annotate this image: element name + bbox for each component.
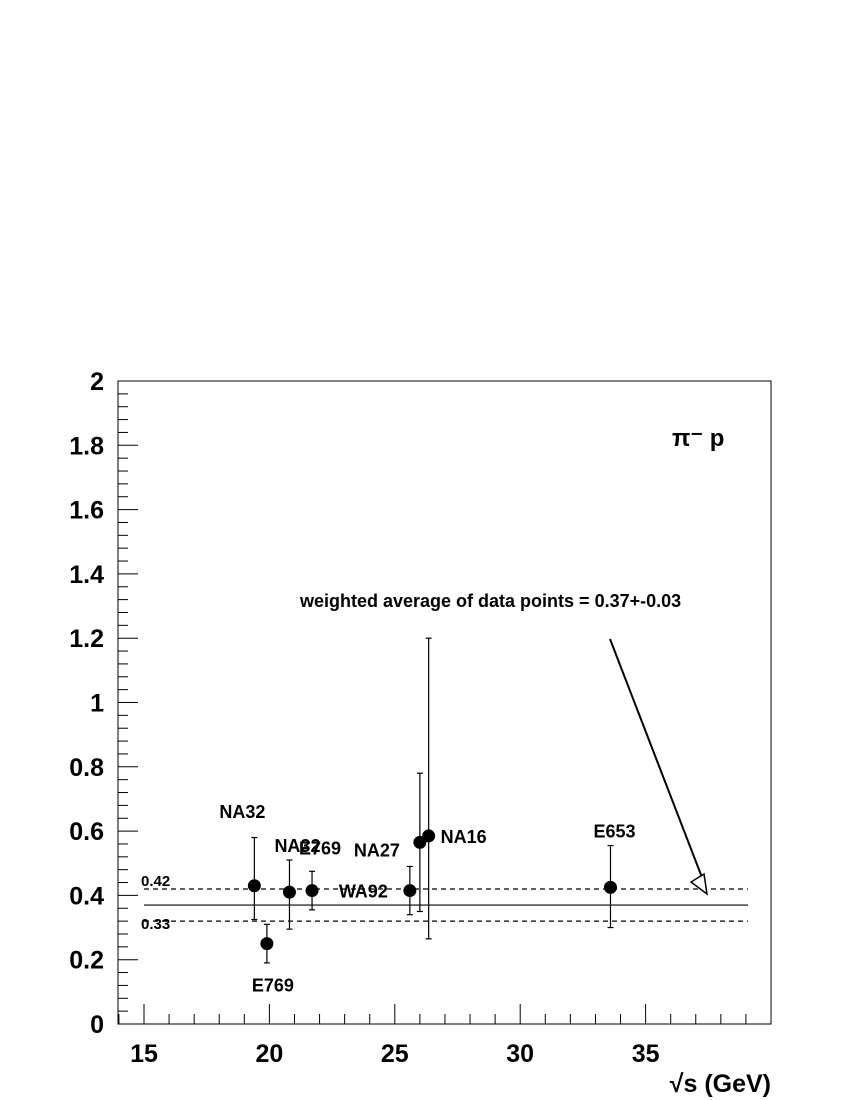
y-tick-label: 0.4 [69, 882, 104, 910]
data-point-label: E653 [593, 821, 635, 841]
data-point-marker [247, 879, 261, 893]
data-point-marker [305, 884, 319, 898]
x-axis-label: √s (GeV) [670, 1070, 771, 1098]
y-tick-label: 1.2 [69, 625, 104, 653]
y-tick-label: 2 [90, 368, 104, 396]
y-tick-label: 1 [90, 690, 104, 718]
x-axis: 15 20 25 30 35 [118, 1004, 747, 1068]
data-point-marker [603, 880, 617, 894]
reference-line-label: 0.42 [141, 873, 170, 890]
reference-line-label: 0.33 [141, 916, 170, 933]
y-tick-label: 0.8 [69, 754, 104, 782]
y-tick-label: 0.2 [69, 947, 104, 975]
annotation-text: weighted average of data points = 0.37+-… [299, 591, 681, 611]
x-tick-label: 15 [130, 1040, 158, 1068]
y-tick-label: 0.6 [69, 818, 104, 846]
data-point-label: NA27 [354, 840, 400, 860]
chart-title: π⁻ p [672, 425, 724, 452]
data-point-marker [403, 884, 417, 898]
y-tick-label: 1.8 [69, 432, 104, 460]
y-tick-label: 0 [90, 1011, 104, 1039]
data-point-marker [282, 885, 296, 899]
reference-lines: 0.42 0.33 [141, 873, 748, 933]
y-tick-label: 1.6 [69, 497, 104, 525]
data-point-label: E769 [252, 976, 294, 996]
data-point-label: NA32 [219, 802, 265, 822]
y-tick-label: 1.4 [69, 561, 104, 589]
annotation-arrow-shaft [609, 638, 704, 881]
x-tick-label: 20 [255, 1040, 283, 1068]
x-tick-label: 35 [632, 1040, 660, 1068]
y-axis: 0 0.2 0.4 0.6 0.8 1 1.2 1.4 1.6 1.8 2 [69, 368, 138, 1039]
data-point-label: NA16 [441, 827, 487, 847]
data-point-label: NA32 [274, 836, 320, 856]
plot-frame [117, 380, 772, 1025]
data-point-label: E769 [299, 839, 341, 859]
data-point-marker [422, 829, 436, 843]
data-point-label: WA92 [339, 882, 388, 902]
annotation-arrow-head [689, 872, 709, 896]
data-point-marker [260, 937, 274, 951]
annotation: weighted average of data points = 0.37+-… [299, 591, 709, 896]
x-tick-label: 30 [506, 1040, 534, 1068]
x-tick-label: 25 [381, 1040, 409, 1068]
